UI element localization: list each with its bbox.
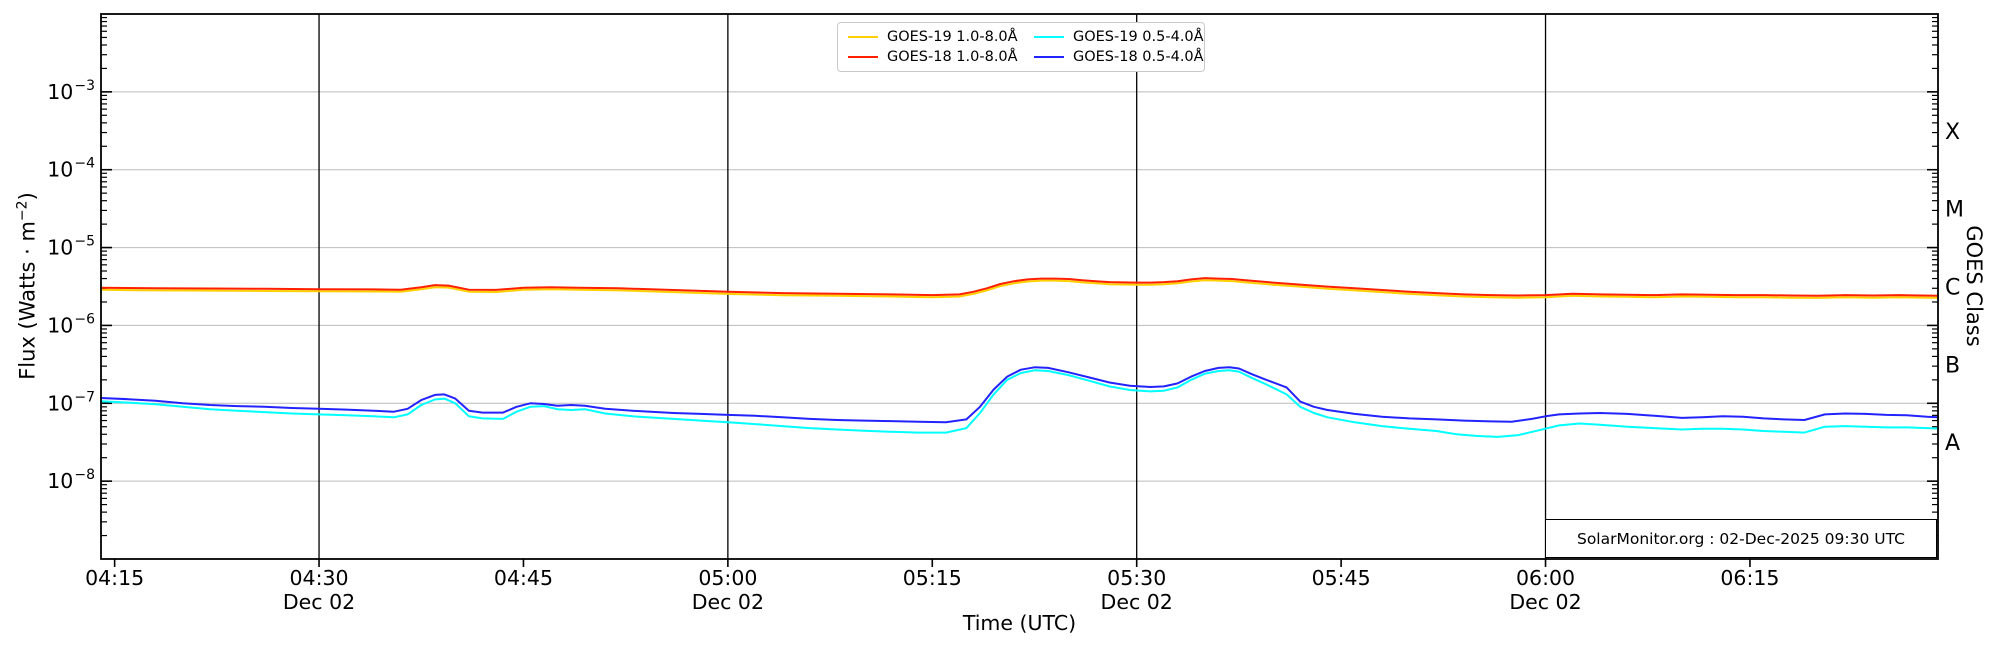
legend-swatch-goes19-short <box>1034 36 1064 38</box>
series-line-1 <box>100 277 1939 297</box>
legend-swatch-goes18-short <box>1034 56 1064 58</box>
legend-label: GOES-19 0.5-4.0Å <box>1073 29 1204 45</box>
x-tick-label: 05:00 <box>698 566 757 590</box>
series-line-2 <box>100 369 1939 438</box>
legend-label: GOES-19 1.0-8.0Å <box>887 29 1018 45</box>
legend-item: GOES-18 1.0-8.0Å <box>848 47 1034 67</box>
x-tick-label: 04:30 <box>290 566 349 590</box>
right-axis-title: GOES Class <box>1962 225 1986 347</box>
y-tick-label: 10−4 <box>47 156 95 182</box>
y-tick-label: 10−8 <box>47 467 95 493</box>
goes-class-letter-A: A <box>1945 431 1960 456</box>
series-line-3 <box>100 366 1939 424</box>
x-tick-sublabel: Dec 02 <box>1101 590 1173 614</box>
legend-label: GOES-18 1.0-8.0Å <box>887 49 1018 65</box>
solarmonitor-timestamp: SolarMonitor.org : 02-Dec-2025 09:30 UTC <box>1545 519 1937 558</box>
axes-frame <box>100 13 1939 560</box>
x-tick-label: 06:00 <box>1516 566 1575 590</box>
series-line-0 <box>100 279 1939 299</box>
goes-class-letter-X: X <box>1945 120 1960 145</box>
legend-item: GOES-19 1.0-8.0Å <box>848 27 1034 47</box>
x-tick-label: 05:15 <box>903 566 962 590</box>
legend-item: GOES-18 0.5-4.0Å <box>1034 47 1208 67</box>
x-tick-label: 06:15 <box>1720 566 1779 590</box>
legend-item: GOES-19 0.5-4.0Å <box>1034 27 1208 47</box>
x-tick-sublabel: Dec 02 <box>283 590 355 614</box>
goes-class-letter-B: B <box>1945 353 1960 378</box>
y-axis-title: Flux (Watts · m−2) <box>14 192 40 380</box>
y-tick-label: 10−7 <box>47 389 95 415</box>
goes-class-letter-M: M <box>1945 198 1964 223</box>
x-tick-label: 05:30 <box>1107 566 1166 590</box>
legend-swatch-goes19-long <box>848 36 878 38</box>
goes-class-letter-C: C <box>1945 276 1960 301</box>
legend: GOES-19 1.0-8.0Å GOES-18 1.0-8.0Å GOES-1… <box>837 22 1205 72</box>
y-tick-label: 10−5 <box>47 234 95 260</box>
x-tick-sublabel: Dec 02 <box>692 590 764 614</box>
x-tick-label: 04:15 <box>85 566 144 590</box>
x-axis-title: Time (UTC) <box>962 611 1077 635</box>
x-tick-label: 05:45 <box>1312 566 1371 590</box>
y-tick-label: 10−3 <box>47 78 95 104</box>
x-tick-sublabel: Dec 02 <box>1509 590 1581 614</box>
x-tick-label: 04:45 <box>494 566 553 590</box>
legend-swatch-goes18-long <box>848 56 878 58</box>
legend-label: GOES-18 0.5-4.0Å <box>1073 49 1204 65</box>
y-tick-label: 10−6 <box>47 311 95 337</box>
